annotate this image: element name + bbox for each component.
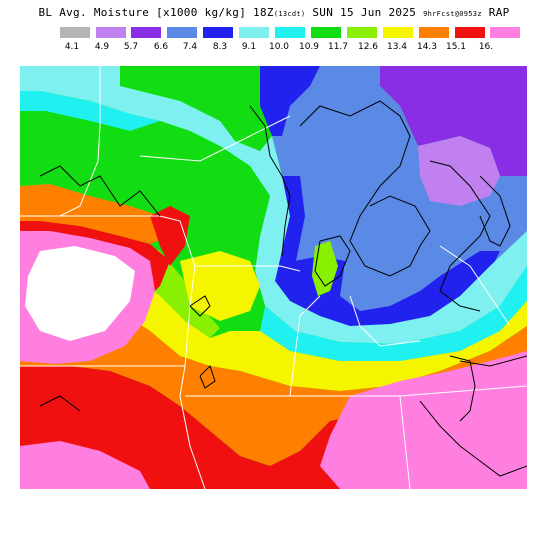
orange-region — [20, 284, 527, 466]
legend-tick-label: 12.6 — [357, 42, 379, 52]
legend-swatch — [490, 27, 520, 38]
lavender-northeast — [418, 136, 500, 206]
legend-swatch — [131, 27, 161, 38]
boundary-line — [399, 395, 411, 489]
orange-west-band — [20, 184, 170, 244]
pink-region-southwest — [20, 441, 150, 489]
coastline — [39, 165, 161, 217]
title-local-time: (13cdt) — [273, 10, 306, 18]
moisture-map — [20, 66, 527, 489]
color-legend: 4.1 4.9 5.7 6.6 7.4 8.3 9.1 10.0 10.9 11… — [58, 27, 526, 53]
legend-swatch — [96, 27, 126, 38]
cyan-band-south — [260, 266, 527, 361]
coastline — [199, 365, 216, 389]
yellow-central-lobe — [180, 251, 260, 321]
boundary-line — [439, 245, 511, 327]
legend-tick-label: 11.7 — [327, 42, 349, 52]
map-title: BL Avg. Moisture [x1000 kg/kg] 18Z(13cdt… — [0, 6, 548, 19]
title-model: RAP — [488, 6, 510, 19]
coastline — [479, 175, 511, 247]
title-main: BL Avg. Moisture [x1000 kg/kg] 18Z — [38, 6, 274, 19]
title-forecast: 9hrFcst@0953z — [423, 10, 482, 18]
coastline — [429, 160, 491, 312]
legend-tick-label: 5.7 — [123, 42, 139, 52]
legend-swatch — [203, 27, 233, 38]
legend-tick-label: 8.3 — [212, 42, 228, 52]
white-region-west — [25, 246, 135, 341]
legend-tick-label: 4.9 — [94, 42, 110, 52]
boundary-line — [139, 115, 291, 162]
legend-tick-label: 6.6 — [153, 42, 169, 52]
legend-tick-label: 15.1 — [445, 42, 467, 52]
coastline — [314, 235, 351, 287]
boundary-line — [185, 385, 527, 397]
coastlines — [39, 100, 527, 477]
legend-tick-label: 13.4 — [386, 42, 408, 52]
legend-tick-label: 14.3 — [416, 42, 438, 52]
coastline — [189, 295, 211, 317]
purple-region — [380, 66, 527, 176]
blue-region-north — [260, 66, 320, 136]
legend-swatch — [383, 27, 413, 38]
coastline — [299, 100, 431, 277]
cyan-band — [20, 91, 160, 131]
legend-tick-label: 16. — [478, 42, 494, 52]
coastline — [39, 395, 81, 412]
legend-tick-label: 4.1 — [64, 42, 80, 52]
legend-swatch — [347, 27, 377, 38]
legend-tick-label: 10.0 — [268, 42, 290, 52]
legend-swatch — [239, 27, 269, 38]
title-date: SUN 15 Jun 2025 — [312, 6, 417, 19]
legend-tick-label: 9.1 — [241, 42, 257, 52]
coastline — [419, 400, 527, 477]
legend-swatch — [419, 27, 449, 38]
legend-swatch — [311, 27, 341, 38]
legend-swatch — [455, 27, 485, 38]
legend-swatch — [275, 27, 305, 38]
legend-swatch — [167, 27, 197, 38]
legend-swatch — [60, 27, 90, 38]
coastline — [449, 355, 476, 422]
coastline — [459, 355, 527, 367]
boundary-line — [349, 295, 421, 347]
boundary-line — [289, 295, 321, 397]
legend-tick-label: 10.9 — [298, 42, 320, 52]
legend-tick-label: 7.4 — [182, 42, 198, 52]
coastline — [249, 105, 291, 257]
light-cyan-region — [20, 66, 527, 344]
boundary-line — [195, 265, 301, 272]
